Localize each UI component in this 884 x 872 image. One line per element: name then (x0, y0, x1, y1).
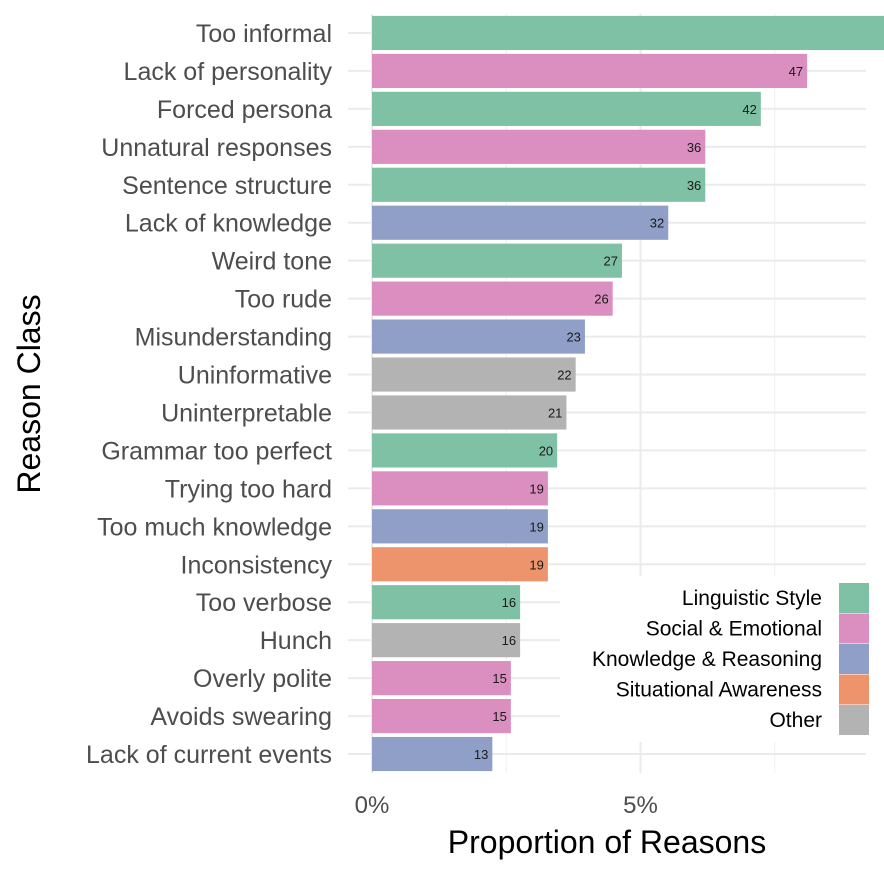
category-label: Too rude (235, 286, 332, 314)
bar-value-label: 21 (548, 405, 562, 420)
bar-value-label: 19 (529, 519, 543, 534)
bar-value-label: 42 (742, 102, 756, 117)
category-label: Misunderstanding (135, 324, 332, 352)
bar-value-label: 26 (594, 292, 608, 307)
bar (372, 661, 511, 696)
bar-value-label: 15 (492, 709, 506, 724)
bar-value-label: 20 (539, 443, 553, 458)
bar-value-label: 36 (687, 178, 701, 193)
category-label: Lack of knowledge (125, 210, 332, 238)
bar-value-label: 47 (789, 64, 803, 79)
bar (372, 129, 706, 164)
bar (372, 53, 808, 89)
bar-value-label: 27 (603, 254, 617, 269)
legend: Linguistic Style Social & Emotional Knowle… (560, 576, 872, 742)
legend-swatch (839, 583, 869, 613)
category-label: Inconsistency (181, 551, 333, 579)
legend-swatch (839, 613, 869, 644)
x-tick-labels: 0% 5% (355, 792, 658, 819)
category-label: Too verbose (196, 589, 332, 617)
bars (372, 15, 884, 772)
legend-label: Social & Emotional (646, 618, 822, 641)
legend-swatch (839, 674, 869, 705)
category-label: Too informal (196, 20, 332, 48)
x-axis-title: Proportion of Reasons (448, 824, 766, 860)
category-label: Too much knowledge (97, 513, 332, 541)
category-label: Uninformative (178, 362, 332, 390)
bar-value-label: 16 (502, 595, 516, 610)
bar (372, 433, 558, 468)
category-label: Weird tone (212, 248, 332, 276)
legend-swatch (839, 644, 869, 674)
category-label: Hunch (260, 627, 332, 655)
legend-label: Situational Awareness (616, 679, 822, 702)
bar (372, 319, 585, 354)
bar (372, 281, 613, 316)
x-tick-label: 5% (623, 792, 658, 819)
bar (372, 395, 567, 430)
value-labels: 5847423636322726232221201919191616151513 (474, 64, 803, 762)
legend-label: Knowledge & Reasoning (592, 648, 822, 671)
bar (372, 736, 493, 772)
bar-value-label: 19 (529, 557, 543, 572)
category-label: Trying too hard (165, 475, 332, 503)
bar-value-label: 36 (687, 140, 701, 155)
bar-value-label: 22 (557, 368, 571, 383)
category-label: Sentence structure (122, 172, 332, 200)
bar-value-label: 13 (474, 747, 488, 762)
bar (372, 585, 521, 620)
legend-background (560, 576, 872, 742)
category-label: Unnatural responses (101, 134, 332, 162)
bar (372, 91, 761, 126)
bar (372, 167, 706, 202)
bar (372, 623, 521, 658)
bar-value-label: 32 (650, 216, 664, 231)
x-tick-label: 0% (355, 792, 390, 819)
category-label: Lack of current events (86, 741, 332, 769)
y-axis-title: Reason Class (11, 294, 47, 493)
bar (372, 15, 884, 51)
category-label: Forced persona (157, 96, 332, 124)
bar (372, 509, 548, 544)
legend-label: Linguistic Style (682, 587, 822, 610)
bar (372, 471, 548, 506)
legend-swatch (839, 705, 869, 735)
category-label: Grammar too perfect (101, 437, 332, 465)
category-label: Avoids swearing (150, 703, 332, 731)
category-label: Lack of personality (124, 58, 333, 86)
bar (372, 357, 576, 392)
bar (372, 698, 511, 734)
bar-value-label: 23 (566, 330, 580, 345)
legend-label: Other (769, 709, 822, 732)
bar-value-label: 19 (529, 481, 543, 496)
category-label: Overly polite (193, 665, 332, 693)
bar-value-label: 15 (492, 671, 506, 686)
bar (372, 205, 669, 240)
bar-value-label: 16 (502, 633, 516, 648)
category-labels: Too informal Lack of personality Forced pe… (86, 20, 332, 769)
category-label: Uninterpretable (161, 399, 332, 427)
bar (372, 547, 548, 582)
bar (372, 243, 622, 278)
